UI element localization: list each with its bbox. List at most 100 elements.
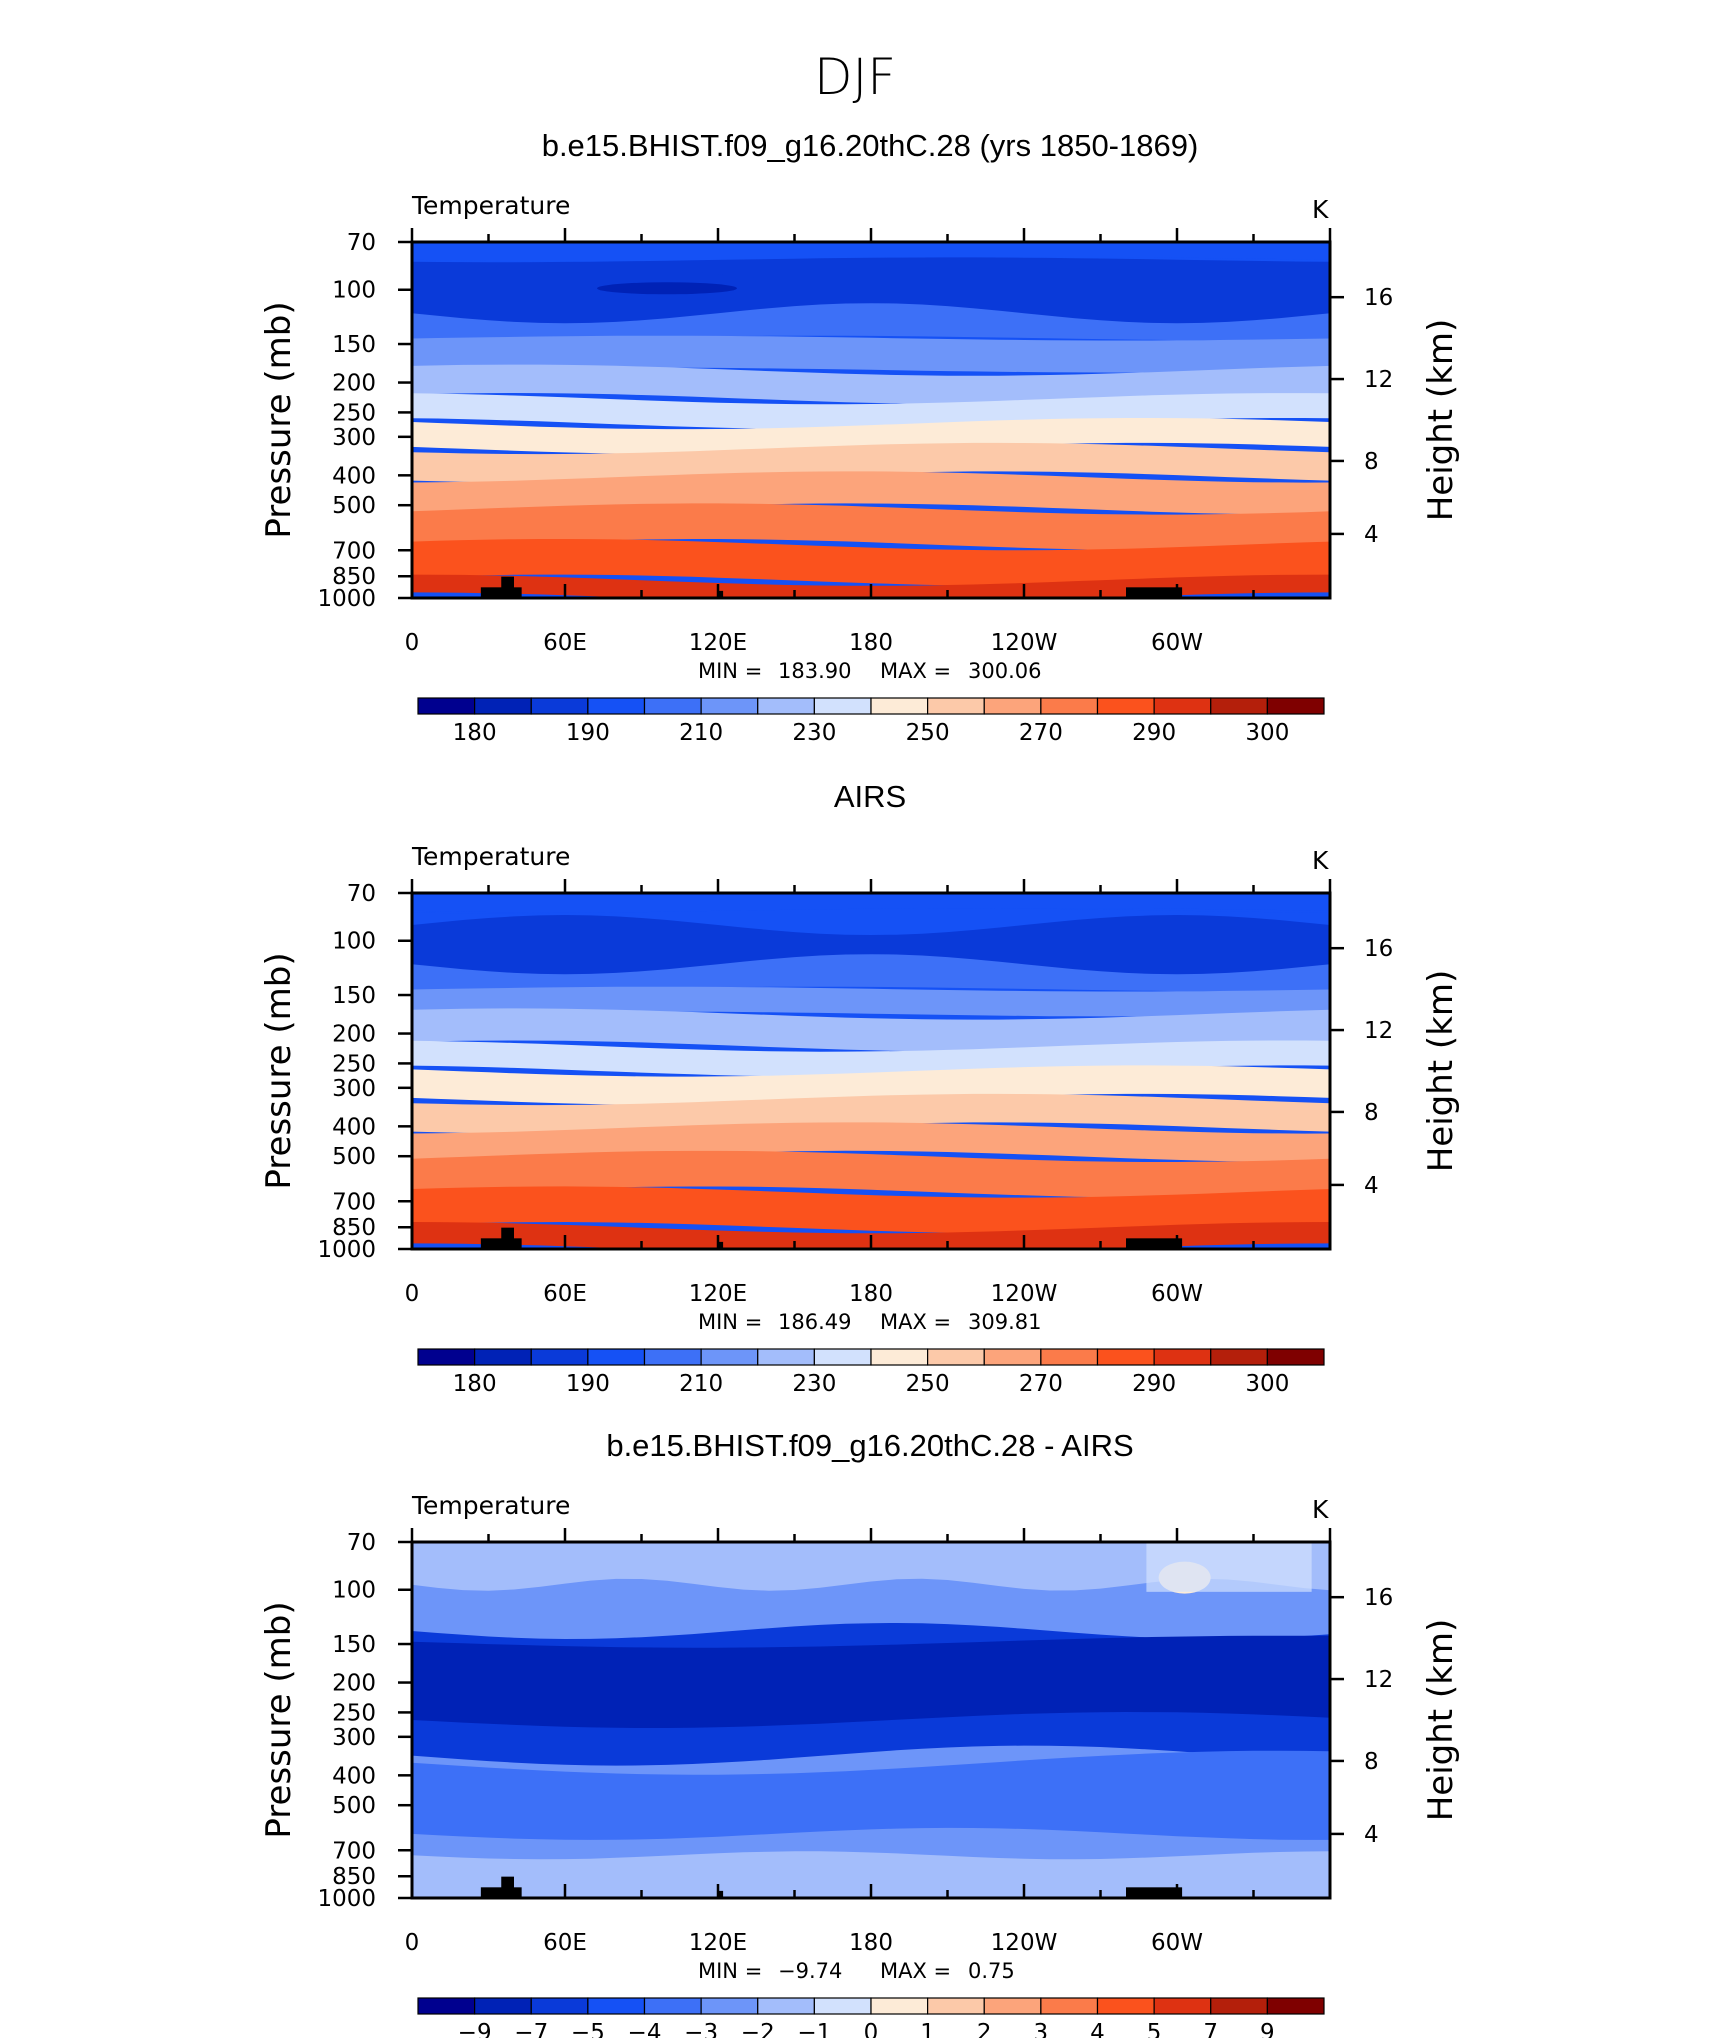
min-label: MIN =: [698, 1310, 762, 1334]
height-tick-label: 8: [1364, 1100, 1379, 1126]
panel-title: AIRS: [834, 779, 906, 814]
min-label: MIN =: [698, 1959, 762, 1983]
longitude-tick-label: 180: [849, 630, 893, 656]
min-value: 183.90: [778, 659, 851, 683]
colorbar-box: [983, 697, 1042, 715]
contour-band: [412, 986, 1330, 1017]
contour-band: [412, 1150, 1330, 1198]
colorbar-label: 290: [1132, 720, 1176, 746]
pressure-tick-label: 70: [347, 881, 376, 907]
longitude-tick-label: 180: [849, 1930, 893, 1956]
colorbar-box: [700, 697, 759, 715]
colorbar-box: [474, 697, 532, 715]
colorbar-label: 3: [1034, 2020, 1049, 2038]
colorbar-box: [1210, 1997, 1268, 2015]
colorbar-label: −2: [741, 2020, 775, 2038]
pressure-tick-label: 400: [332, 1763, 376, 1789]
figure-title: DJF: [814, 48, 896, 106]
colorbar-label: 290: [1132, 1371, 1176, 1397]
contour-band: [412, 418, 1330, 455]
contour-band: [412, 1750, 1330, 1840]
panel-title: b.e15.BHIST.f09_g16.20thC.28 (yrs 1850-1…: [542, 128, 1199, 163]
pressure-tick-label: 1000: [317, 586, 376, 612]
contour-band: [412, 893, 1330, 914]
pressure-tick-label: 300: [332, 425, 376, 451]
colorbar-label: 190: [566, 1371, 610, 1397]
max-label: MAX =: [880, 1310, 951, 1334]
pressure-tick-label: 100: [332, 929, 376, 955]
y-axis-label-left: Pressure (mb): [259, 1601, 299, 1838]
pressure-tick-label: 500: [332, 1793, 376, 1819]
colorbar-label: 270: [1019, 720, 1063, 746]
panel-subtitle: Temperature: [411, 1491, 570, 1520]
longitude-tick-label: 60W: [1151, 1930, 1203, 1956]
colorbar-box: [1210, 697, 1268, 715]
colorbar-box: [1040, 697, 1099, 715]
longitude-tick-label: 60E: [543, 630, 587, 656]
colorbar-box: [813, 1348, 872, 1366]
topography-mask: [718, 1890, 724, 1898]
pressure-tick-label: 700: [332, 1189, 376, 1215]
height-tick-label: 16: [1364, 1585, 1393, 1611]
topography-mask: [501, 1227, 514, 1249]
pressure-tick-label: 400: [332, 463, 376, 489]
pressure-tick-label: 100: [332, 278, 376, 304]
colorbar-box: [417, 1348, 476, 1366]
min-value: 186.49: [778, 1310, 851, 1334]
longitude-tick-label: 120W: [991, 1281, 1058, 1307]
contour-band: [412, 335, 1330, 373]
topography-mask: [1126, 1238, 1183, 1249]
colorbar-box: [1266, 697, 1325, 715]
pressure-tick-label: 150: [332, 983, 376, 1009]
longitude-tick-label: 60E: [543, 1930, 587, 1956]
pressure-tick-label: 850: [332, 564, 376, 590]
topography-mask: [718, 590, 724, 598]
colorbar-box: [870, 697, 929, 715]
colorbar-box: [757, 1997, 815, 2015]
units-label: K: [1312, 846, 1329, 875]
pressure-tick-label: 150: [332, 1632, 376, 1658]
colorbar: −9 −7 −5 −4 −3 −2 −1 0 1 2 3 4 5 7 9: [417, 1997, 1325, 2038]
height-tick-label: 12: [1364, 1018, 1393, 1044]
colorbar-box: [757, 1348, 815, 1366]
units-label: K: [1312, 195, 1329, 224]
contour-band: [412, 539, 1330, 586]
colorbar-label: −5: [571, 2020, 605, 2038]
pressure-tick-label: 250: [332, 1700, 376, 1726]
colorbar-label: 270: [1019, 1371, 1063, 1397]
colorbar-label: −3: [684, 2020, 718, 2038]
pressure-tick-label: 70: [347, 230, 376, 256]
colorbar-box: [474, 1348, 532, 1366]
colorbar-box: [1096, 1997, 1155, 2015]
longitude-tick-label: 120E: [689, 1281, 747, 1307]
pressure-tick-label: 200: [332, 371, 376, 397]
colorbar-box: [1153, 1348, 1212, 1366]
colorbar-box: [927, 697, 985, 715]
contour-band: [412, 1851, 1330, 1898]
height-tick-label: 4: [1364, 1173, 1379, 1199]
colorbar: 180 190 210 230 250 270 290 300: [417, 697, 1325, 746]
colorbar-box: [700, 1997, 759, 2015]
max-value: 300.06: [968, 659, 1041, 683]
pressure-tick-label: 150: [332, 332, 376, 358]
longitude-tick-label: 120W: [991, 1930, 1058, 1956]
contour-core: [412, 915, 1330, 975]
min-value: −9.74: [778, 1959, 842, 1983]
contour-band: [412, 442, 1330, 483]
panel-subtitle: Temperature: [411, 842, 570, 871]
colorbar-box: [1266, 1997, 1325, 2015]
contour-core: [597, 282, 737, 295]
contour-band: [412, 503, 1330, 551]
colorbar-box: [643, 1348, 702, 1366]
colorbar-box: [587, 1348, 646, 1366]
contour-band: [412, 471, 1330, 515]
min-label: MIN =: [698, 659, 762, 683]
contour-band: [412, 1008, 1330, 1052]
pressure-tick-label: 70: [347, 1530, 376, 1556]
colorbar-label: −7: [514, 2020, 548, 2038]
colorbar-box: [870, 1348, 929, 1366]
pressure-tick-label: 100: [332, 1578, 376, 1604]
contour-band: [1146, 1542, 1312, 1592]
pressure-tick-label: 500: [332, 493, 376, 519]
